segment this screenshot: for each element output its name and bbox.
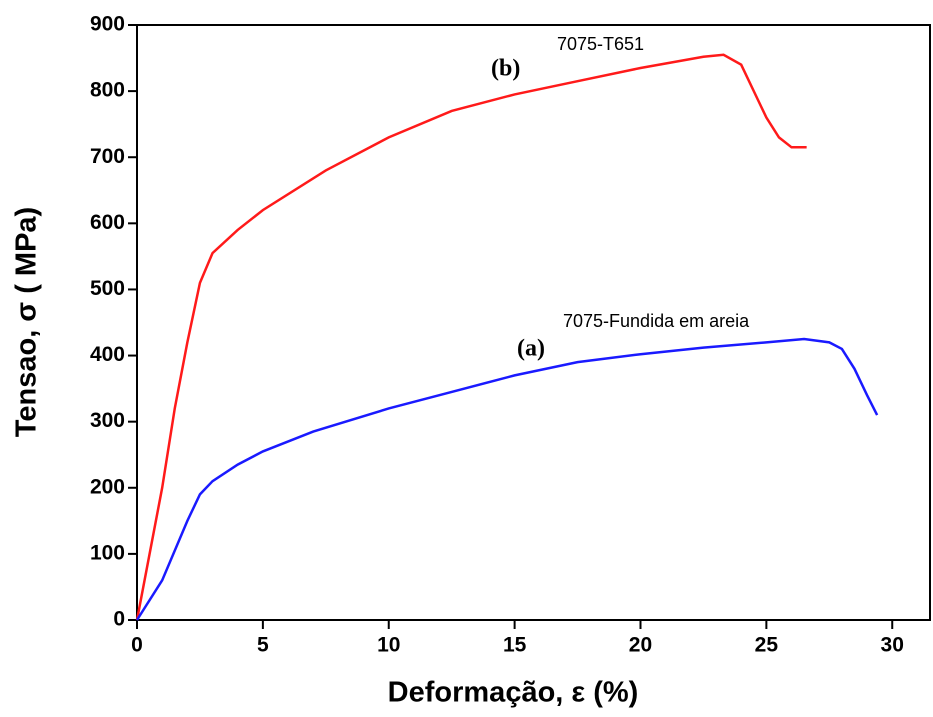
x-axis-title: Deformação, ε (%) [388,677,639,709]
y-tick-label: 200 [90,475,125,498]
y-tick-label: 500 [90,277,125,300]
y-tick-label: 0 [113,608,125,631]
x-tick-label: 15 [503,634,527,657]
y-tick-label: 300 [90,409,125,432]
data-line [135,337,879,621]
plot-frame [136,24,931,621]
x-tick-label: 5 [257,634,269,657]
series-label: 7075-T651 [557,34,644,54]
x-tick-label: 30 [881,634,904,657]
y-tick-label: 800 [90,79,125,102]
data-line [135,53,807,621]
annotation: (b) [491,56,520,82]
y-tick-label: 100 [90,541,125,564]
x-tick-label: 25 [755,634,779,657]
y-tick-label: 400 [90,343,125,366]
y-tick-label: 700 [90,145,125,168]
y-tick-label: 900 [90,13,125,36]
y-axis-title: Tensao, σ ( MPa) [11,207,43,437]
series-label: 7075-Fundida em areia [563,311,750,331]
annotation: (a) [517,336,545,362]
y-tick-label: 600 [90,211,125,234]
x-tick-label: 20 [629,634,652,657]
x-tick-label: 10 [377,634,400,657]
x-tick-label: 0 [131,634,143,657]
